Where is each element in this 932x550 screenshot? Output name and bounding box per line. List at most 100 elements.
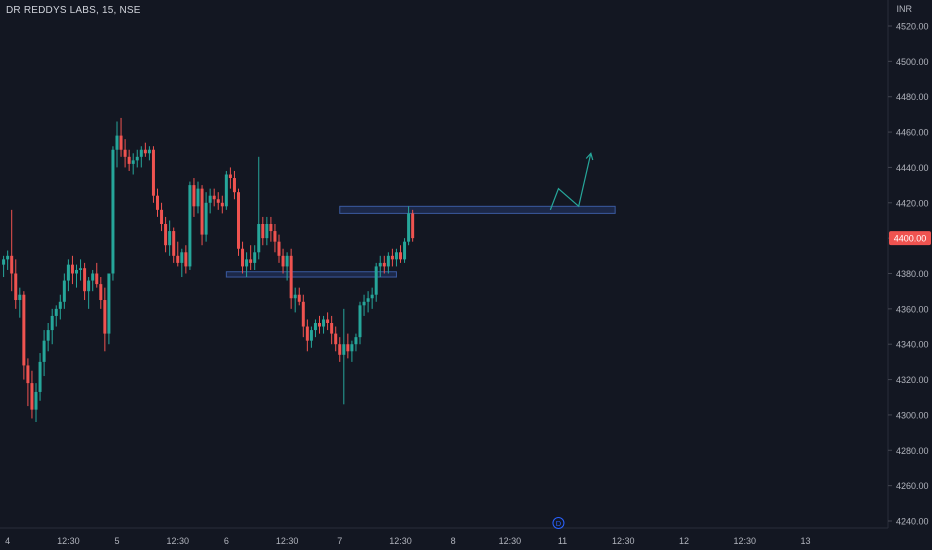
candle	[326, 312, 330, 331]
candle-body	[34, 391, 38, 410]
candle	[176, 241, 180, 267]
candle	[30, 370, 34, 419]
candle	[257, 156, 261, 260]
candle	[399, 245, 402, 263]
candle-body	[249, 259, 253, 263]
candle-body	[374, 266, 378, 295]
candle	[224, 170, 228, 210]
candle	[22, 291, 26, 380]
y-tick-label: 4240.00	[896, 517, 929, 527]
candle	[10, 209, 14, 292]
candle	[180, 248, 184, 278]
candle-body	[309, 330, 313, 341]
candle-body	[79, 268, 83, 270]
candle-body	[354, 337, 358, 345]
projection-arrow	[549, 152, 594, 211]
candle-body	[200, 188, 204, 235]
candle-body	[285, 255, 289, 267]
candle	[374, 262, 378, 302]
candle	[103, 287, 107, 352]
candle-body	[224, 174, 228, 207]
candle-body	[334, 333, 338, 345]
candle	[318, 315, 321, 334]
time-axis[interactable]: 4 12:30 5 12:30 6 12:30 7 12:30 8 12:30 11 12:30 12 1…	[5, 517, 811, 547]
candle-body	[338, 344, 342, 355]
candle-body	[301, 301, 305, 327]
candle-body	[394, 252, 398, 260]
y-tick-label: 4300.00	[896, 410, 929, 420]
candle-body	[241, 248, 245, 267]
x-tick-label: 12:30	[733, 536, 756, 546]
candle-body	[62, 280, 66, 302]
candle	[273, 224, 277, 253]
y-tick-label: 4360.00	[896, 304, 929, 314]
candle	[342, 308, 346, 405]
candle-body	[135, 156, 139, 161]
candle	[54, 305, 58, 327]
candle	[2, 255, 6, 278]
candle	[188, 181, 192, 270]
x-tick-label: 7	[337, 536, 342, 546]
candle	[34, 383, 38, 422]
dividend-marker-circle[interactable]	[552, 517, 565, 529]
y-tick-label: 4340.00	[896, 340, 929, 350]
candle-body	[407, 213, 411, 242]
zone-rectangle	[225, 271, 397, 278]
candle-body	[228, 174, 232, 179]
candle	[164, 216, 168, 253]
candle	[390, 248, 394, 267]
dividend-marker[interactable]: D	[552, 517, 565, 529]
y-tick-label: 4440.00	[896, 163, 929, 173]
price-axis[interactable]: 4240.00 4260.00 4280.00 4300.00 4320.00 4340.…	[888, 22, 931, 527]
candle-body	[281, 255, 285, 267]
candle-body	[22, 294, 26, 366]
candle	[200, 185, 204, 246]
candle-body	[168, 231, 172, 246]
candle	[107, 273, 111, 345]
x-tick-label: 8	[451, 536, 456, 546]
symbol-title: DR REDDYS LABS, 15, NSE	[6, 5, 141, 16]
candle-body	[269, 224, 273, 232]
last-price-badge	[889, 231, 931, 246]
candles	[2, 117, 415, 422]
y-tick-label: 4480.00	[896, 92, 929, 102]
candle	[119, 117, 123, 157]
candle-body	[261, 224, 265, 239]
candle	[216, 192, 220, 210]
candle-body	[204, 202, 208, 235]
candle	[70, 255, 74, 285]
candle-body	[147, 149, 151, 154]
candle-body	[196, 188, 200, 207]
candle	[249, 245, 253, 270]
candle	[334, 326, 338, 352]
x-tick-label: 12:30	[166, 536, 189, 546]
candle-body	[399, 252, 402, 260]
candle-body	[103, 300, 107, 334]
candle	[14, 259, 18, 309]
candle-body	[188, 185, 192, 267]
candle	[322, 315, 326, 334]
x-tick-label: 12:30	[57, 536, 80, 546]
candle-body	[265, 224, 269, 239]
candle	[241, 241, 245, 274]
candle-body	[111, 149, 115, 274]
candle-body	[172, 231, 176, 256]
candle-body	[30, 383, 34, 410]
candle	[111, 146, 115, 281]
candle	[220, 195, 224, 214]
candle	[115, 121, 119, 168]
y-tick-label: 4320.00	[896, 375, 929, 385]
candle	[18, 287, 22, 318]
candle	[204, 192, 208, 242]
candle	[139, 146, 143, 168]
candle	[297, 287, 301, 306]
candle	[370, 287, 374, 309]
candle	[261, 216, 265, 246]
candle-body	[208, 195, 212, 203]
candle-body	[107, 273, 111, 334]
candle-body	[330, 323, 334, 334]
candle	[123, 139, 127, 168]
candle-body	[305, 326, 309, 341]
candle	[269, 216, 273, 242]
